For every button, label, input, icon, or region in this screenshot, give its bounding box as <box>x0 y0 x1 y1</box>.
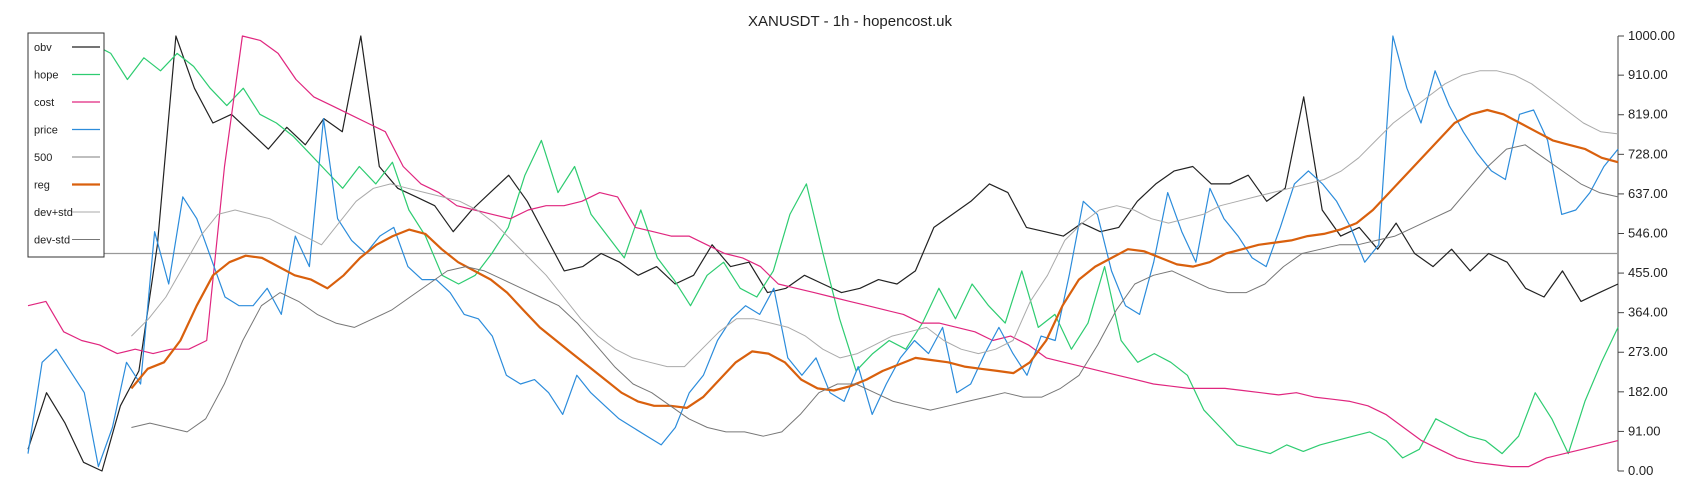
legend-label: dev-std <box>34 235 70 247</box>
legend-label: dev+std <box>34 207 73 219</box>
y-tick-label: 728.00 <box>1628 146 1668 161</box>
y-tick-label: 273.00 <box>1628 344 1668 359</box>
y-tick-label: 182.00 <box>1628 384 1668 399</box>
y-tick-label: 364.00 <box>1628 305 1668 320</box>
series-line-cost <box>27 35 1619 468</box>
y-tick-label: 0.00 <box>1628 463 1653 478</box>
series-line-dev-std <box>131 70 1619 368</box>
series-line-reg <box>130 108 1619 409</box>
series-line-obv <box>27 35 1619 472</box>
y-axis: 1000.00 910.00 819.00 728.00 637.00 546.00 455… <box>1617 28 1675 478</box>
plot-area <box>27 35 1619 472</box>
y-tick-label: 1000.00 <box>1628 28 1675 43</box>
legend-box <box>27 32 105 258</box>
chart-title: XANUSDT - 1h - hopencost.uk <box>748 13 952 30</box>
y-tick-label: 455.00 <box>1628 265 1668 280</box>
legend-label: reg <box>34 180 50 192</box>
series-line-dev-std <box>131 144 1619 437</box>
legend-label: cost <box>34 97 54 109</box>
y-tick-label: 546.00 <box>1628 225 1668 240</box>
y-tick-label: 91.00 <box>1628 423 1661 438</box>
y-tick-label: 819.00 <box>1628 107 1668 122</box>
legend-label: price <box>34 125 58 137</box>
legend-label: 500 <box>34 152 52 164</box>
y-tick-label: 910.00 <box>1628 67 1668 82</box>
series-line-price <box>27 35 1619 468</box>
series-line-hope <box>27 35 1619 459</box>
legend-label: obv <box>34 42 52 54</box>
legend-label: hope <box>34 70 58 82</box>
y-tick-label: 637.00 <box>1628 186 1668 201</box>
legend: obv hope cost price 500 reg dev+std dev-std <box>27 32 105 258</box>
